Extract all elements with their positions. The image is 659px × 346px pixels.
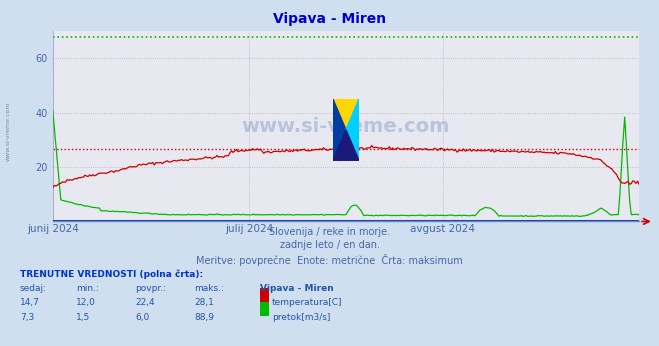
- Text: 14,7: 14,7: [20, 298, 40, 307]
- Text: zadnje leto / en dan.: zadnje leto / en dan.: [279, 240, 380, 251]
- Text: min.:: min.:: [76, 284, 99, 293]
- Text: 28,1: 28,1: [194, 298, 214, 307]
- Text: pretok[m3/s]: pretok[m3/s]: [272, 313, 331, 322]
- Text: 7,3: 7,3: [20, 313, 34, 322]
- Text: 1,5: 1,5: [76, 313, 90, 322]
- Polygon shape: [333, 130, 359, 161]
- Text: 6,0: 6,0: [135, 313, 150, 322]
- Text: www.si-vreme.com: www.si-vreme.com: [6, 102, 11, 161]
- Text: www.si-vreme.com: www.si-vreme.com: [242, 117, 450, 136]
- Polygon shape: [346, 99, 359, 161]
- Text: maks.:: maks.:: [194, 284, 224, 293]
- Polygon shape: [333, 99, 359, 130]
- Text: 12,0: 12,0: [76, 298, 96, 307]
- Polygon shape: [333, 99, 346, 161]
- Text: povpr.:: povpr.:: [135, 284, 166, 293]
- Text: Meritve: povprečne  Enote: metrične  Črta: maksimum: Meritve: povprečne Enote: metrične Črta:…: [196, 254, 463, 266]
- Text: temperatura[C]: temperatura[C]: [272, 298, 343, 307]
- Text: Vipava - Miren: Vipava - Miren: [260, 284, 334, 293]
- Text: 22,4: 22,4: [135, 298, 155, 307]
- Text: 88,9: 88,9: [194, 313, 214, 322]
- Text: Slovenija / reke in morje.: Slovenija / reke in morje.: [269, 227, 390, 237]
- Text: Vipava - Miren: Vipava - Miren: [273, 12, 386, 26]
- Text: sedaj:: sedaj:: [20, 284, 47, 293]
- Text: TRENUTNE VREDNOSTI (polna črta):: TRENUTNE VREDNOSTI (polna črta):: [20, 270, 203, 279]
